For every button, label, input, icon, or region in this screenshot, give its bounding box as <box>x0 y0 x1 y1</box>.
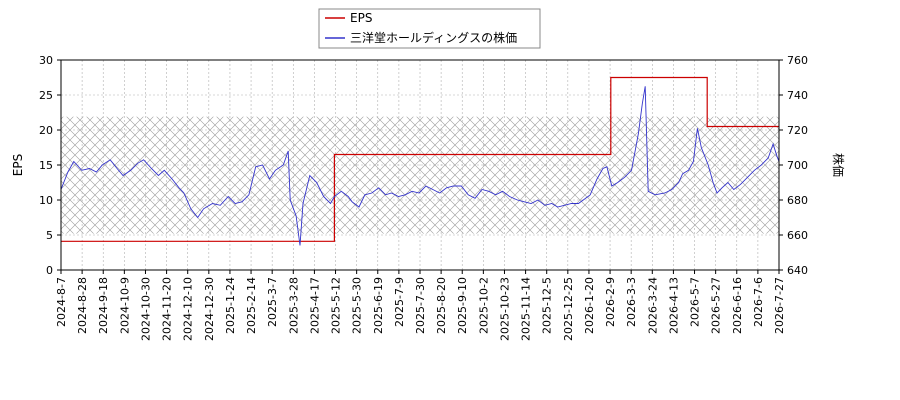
left-tick-label: 15 <box>39 159 53 172</box>
right-tick-label: 720 <box>787 124 808 137</box>
x-tick-label: 2026-5-7 <box>689 277 702 327</box>
x-tick-label: 2025-12-5 <box>541 277 554 334</box>
x-tick-label: 2024-10-30 <box>139 277 152 341</box>
x-tick-label: 2024-9-18 <box>97 277 110 334</box>
x-tick-label: 2025-7-30 <box>414 277 427 334</box>
legend-price-label: 三洋堂ホールディングスの株価 <box>350 30 517 45</box>
x-tick-label: 2025-3-28 <box>287 277 300 334</box>
price-series-line <box>60 86 780 246</box>
x-tick-label: 2025-11-14 <box>520 277 533 341</box>
x-tick-label: 2026-6-16 <box>731 277 744 334</box>
left-tick-label: 20 <box>39 124 53 137</box>
x-tick-label: 2026-1-20 <box>583 277 596 334</box>
x-tick-label: 2024-11-20 <box>161 277 174 341</box>
x-tick-label: 2024-10-9 <box>118 277 131 334</box>
x-tick-label: 2024-12-30 <box>203 277 216 341</box>
right-tick-label: 640 <box>787 264 808 277</box>
x-tick-label: 2026-3-24 <box>646 277 659 334</box>
x-tick-label: 2025-5-12 <box>330 277 343 334</box>
x-tick-label: 2025-7-9 <box>393 277 406 327</box>
right-axis-title: 株価 <box>831 153 846 177</box>
legend: EPS 三洋堂ホールディングスの株価 <box>318 8 541 49</box>
right-tick-label: 660 <box>787 229 808 242</box>
right-tick-label: 740 <box>787 89 808 102</box>
x-tick-label: 2025-10-23 <box>498 277 511 341</box>
left-axis-title: EPS <box>11 154 25 176</box>
x-tick-label: 2026-7-6 <box>752 277 765 327</box>
x-tick-label: 2025-5-30 <box>351 277 364 334</box>
x-tick-label: 2025-8-20 <box>435 277 448 334</box>
x-tick-label: 2024-12-10 <box>182 277 195 341</box>
left-tick-label: 30 <box>39 54 53 67</box>
right-tick-label: 760 <box>787 54 808 67</box>
x-tick-label: 2025-12-25 <box>562 277 575 341</box>
left-tick-label: 5 <box>46 229 53 242</box>
x-tick-label: 2025-2-14 <box>245 277 258 334</box>
x-tick-label: 2024-8-7 <box>55 277 68 327</box>
left-tick-label: 10 <box>39 194 53 207</box>
right-tick-label: 700 <box>787 159 808 172</box>
eps-series-line <box>61 76 779 242</box>
grid-lines <box>61 60 779 270</box>
x-tick-label: 2025-6-19 <box>372 277 385 334</box>
x-tick-label: 2025-1-24 <box>224 277 237 334</box>
x-tick-label: 2026-5-27 <box>710 277 723 334</box>
x-tick-label: 2025-4-17 <box>308 277 321 334</box>
x-tick-label: 2025-9-10 <box>456 277 469 334</box>
left-tick-label: 25 <box>39 89 53 102</box>
x-tick-label: 2026-7-27 <box>773 277 786 334</box>
x-tick-label: 2026-4-13 <box>667 277 680 334</box>
right-tick-label: 680 <box>787 194 808 207</box>
x-tick-label: 2024-8-28 <box>76 277 89 334</box>
legend-eps-label: EPS <box>350 11 372 25</box>
left-tick-label: 0 <box>46 264 53 277</box>
x-tick-label: 2026-2-9 <box>604 277 617 327</box>
x-tick-label: 2025-3-7 <box>266 277 279 327</box>
left-axis-ticks: 0 5 10 15 20 25 30 <box>39 54 61 277</box>
right-axis-ticks: 640 660 680 700 720 740 760 <box>779 54 808 277</box>
x-tick-label: 2025-10-2 <box>477 277 490 334</box>
x-axis-ticks: 2024-8-7 2024-8-28 2024-9-18 2024-10-9 2024-… <box>55 270 786 341</box>
x-tick-label: 2026-3-3 <box>625 277 638 327</box>
